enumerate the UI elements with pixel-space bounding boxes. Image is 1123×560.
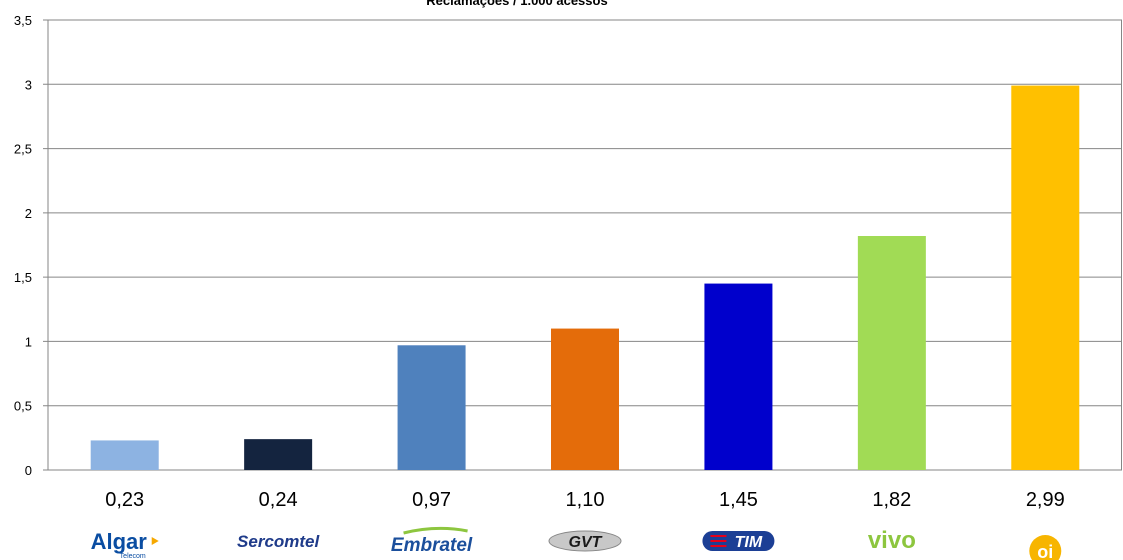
bars bbox=[90, 85, 1080, 471]
gvt-logo: GVT bbox=[548, 530, 622, 552]
svg-text:Embratel: Embratel bbox=[391, 535, 473, 556]
y-tick-label: 2 bbox=[25, 206, 32, 221]
svg-text:Algar: Algar bbox=[91, 529, 148, 554]
tim-logo: TIM bbox=[702, 531, 775, 551]
oi-logo: oi bbox=[1029, 535, 1062, 560]
bar-algar bbox=[90, 440, 159, 470]
value-label: 0,24 bbox=[259, 489, 298, 511]
bar-embratel bbox=[397, 345, 466, 470]
y-tick-label: 1 bbox=[25, 334, 32, 349]
value-label: 1,10 bbox=[566, 489, 605, 511]
value-label: 1,45 bbox=[719, 489, 758, 511]
svg-text:Sercomtel: Sercomtel bbox=[237, 532, 320, 551]
bar-vivo bbox=[857, 236, 926, 470]
y-tick-label: 0 bbox=[25, 463, 32, 478]
value-label: 0,97 bbox=[412, 489, 451, 511]
y-tick-label: 2,5 bbox=[14, 142, 32, 157]
svg-text:vivo: vivo bbox=[868, 527, 916, 554]
vivo-logo: vivo bbox=[868, 527, 916, 554]
svg-text:GVT: GVT bbox=[569, 534, 603, 551]
embratel-logo: Embratel bbox=[391, 526, 473, 556]
sercomtel-logo: Sercomtel bbox=[237, 532, 320, 551]
value-labels: 0,23 0,24 0,97 1,10 1,45 1,82 2,99 bbox=[105, 489, 1065, 511]
y-tick-label: 1,5 bbox=[14, 270, 32, 285]
value-label: 1,82 bbox=[872, 489, 911, 511]
bar-tim bbox=[704, 283, 773, 470]
value-label: 0,23 bbox=[105, 489, 144, 511]
svg-text:TIM: TIM bbox=[735, 534, 763, 551]
bar-oi bbox=[1011, 85, 1080, 471]
value-label: 2,99 bbox=[1026, 489, 1065, 511]
bar-sercomtel bbox=[244, 439, 313, 470]
bar-gvt bbox=[551, 328, 619, 470]
y-tick-label: 3 bbox=[25, 77, 32, 92]
svg-text:oi: oi bbox=[1037, 542, 1053, 560]
y-tick-label: 0,5 bbox=[14, 399, 32, 414]
chart-title: Reclamações / 1.000 acessos bbox=[426, 0, 607, 8]
y-axis: 0 0,5 1 1,5 2 2,5 3 3,5 bbox=[14, 13, 1122, 478]
svg-text:Telecom: Telecom bbox=[120, 553, 146, 560]
y-tick-label: 3,5 bbox=[14, 13, 32, 28]
